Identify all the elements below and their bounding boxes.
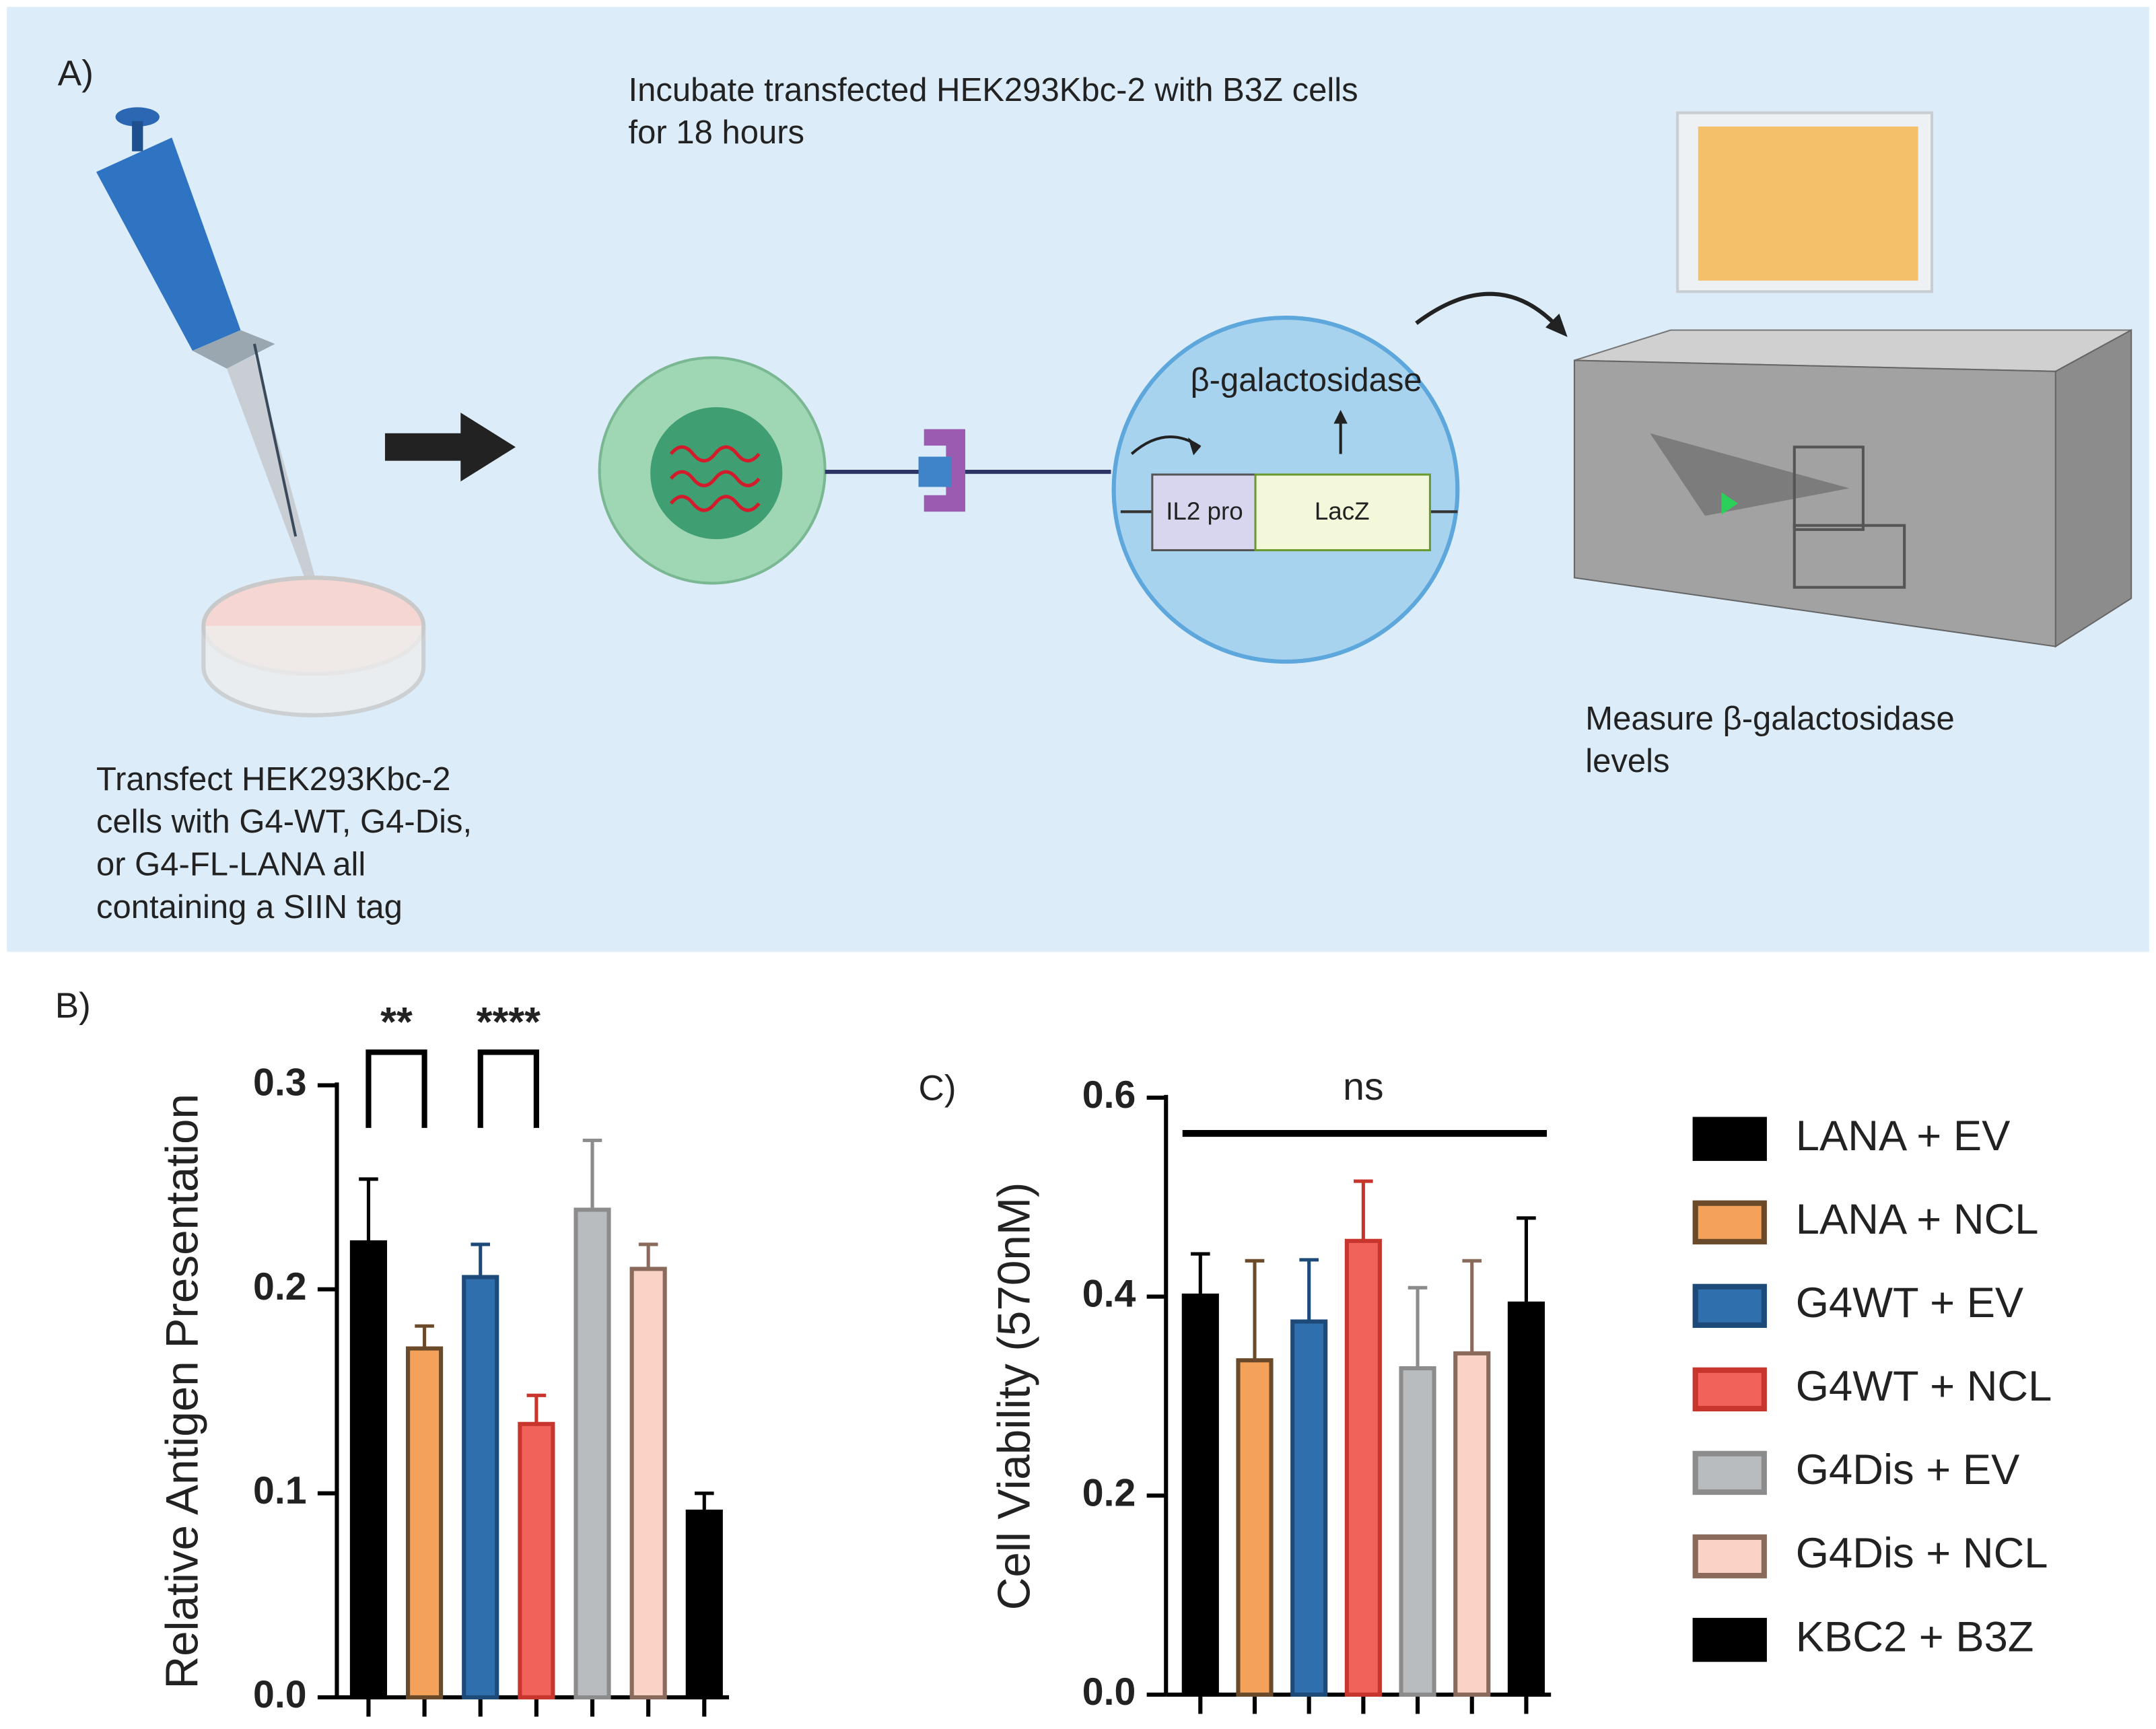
legend-swatch (1692, 1117, 1767, 1161)
caption-line: levels (1585, 743, 1669, 779)
caption-line: Measure β-galactosidase (1585, 701, 1954, 737)
legend-label: G4WT + NCL (1796, 1363, 2052, 1410)
bar (1181, 1294, 1219, 1697)
y-tick-label: 0.1 (253, 1469, 307, 1512)
receptor (918, 429, 965, 512)
panel-label: B) (55, 986, 91, 1026)
caption-line: for 18 hours (629, 114, 805, 151)
significance-bracket (477, 1049, 539, 1128)
bar (406, 1346, 444, 1700)
legend-swatch (1692, 1283, 1767, 1329)
significance-label: ns (1343, 1065, 1383, 1108)
legend-swatch (1692, 1617, 1767, 1662)
caption-line: containing a SIIN tag (96, 889, 403, 925)
caption-line: Incubate transfected HEK293Kbc-2 with B3… (629, 72, 1358, 108)
panel-label: C) (919, 1069, 957, 1108)
y-axis-label: Cell Viability (570nM) (989, 1183, 1039, 1611)
bar (1453, 1351, 1491, 1697)
promoter-label: IL2 pro (1166, 497, 1243, 525)
significance-label: **** (477, 999, 541, 1045)
bar (1399, 1366, 1436, 1697)
y-tick-label: 0.0 (1082, 1670, 1136, 1714)
legend-label: LANA + NCL (1796, 1196, 2039, 1243)
bar (462, 1275, 499, 1700)
bar (1344, 1238, 1382, 1697)
petri-dish (201, 575, 426, 717)
significance-bracket (366, 1049, 427, 1128)
caption-line: Transfect HEK293Kbc-2 (96, 761, 451, 798)
gene-label: LacZ (1315, 497, 1370, 525)
y-axis-label: Relative Antigen Presentation (158, 1094, 208, 1689)
y-tick-label: 0.2 (253, 1265, 307, 1308)
arrow (384, 413, 516, 482)
well-plate (1676, 111, 1934, 293)
plate-reader (1573, 328, 2132, 648)
legend-label: G4Dis + NCL (1796, 1530, 2048, 1577)
legend-label: KBC2 + B3Z (1796, 1613, 2034, 1660)
bar (1236, 1358, 1274, 1697)
legend-label: G4Dis + EV (1796, 1446, 2020, 1493)
y-tick-label: 0.4 (1082, 1273, 1136, 1316)
bar (518, 1421, 555, 1700)
enzyme-label: β-galactosidase (1191, 362, 1422, 398)
hek-cell (598, 356, 827, 585)
pipette (96, 107, 319, 594)
bar (349, 1240, 388, 1700)
caption-line: cells with G4-WT, G4-Dis, (96, 804, 472, 840)
y-tick-label: 0.6 (1082, 1073, 1136, 1117)
caption-line: or G4-FL-LANA all (96, 847, 366, 883)
bar (1507, 1301, 1545, 1697)
y-tick-label: 0.0 (253, 1673, 307, 1716)
b3z-cell (1111, 316, 1460, 664)
significance-label: ** (380, 999, 413, 1045)
y-tick-label: 0.3 (253, 1061, 307, 1104)
legend-label: G4WT + EV (1796, 1279, 2023, 1327)
bar (629, 1267, 667, 1700)
legend-swatch (1692, 1200, 1767, 1244)
y-tick-label: 0.2 (1082, 1471, 1136, 1514)
legend-swatch (1692, 1367, 1767, 1412)
arrow-head (1545, 313, 1568, 337)
legend-swatch (1692, 1450, 1767, 1495)
bar (685, 1510, 723, 1700)
legend-label: LANA + EV (1796, 1113, 2011, 1160)
legend-swatch (1692, 1534, 1767, 1579)
panel-label: A) (58, 53, 94, 93)
arrow (1415, 291, 1562, 332)
bar (573, 1207, 611, 1700)
bar (1290, 1319, 1328, 1697)
